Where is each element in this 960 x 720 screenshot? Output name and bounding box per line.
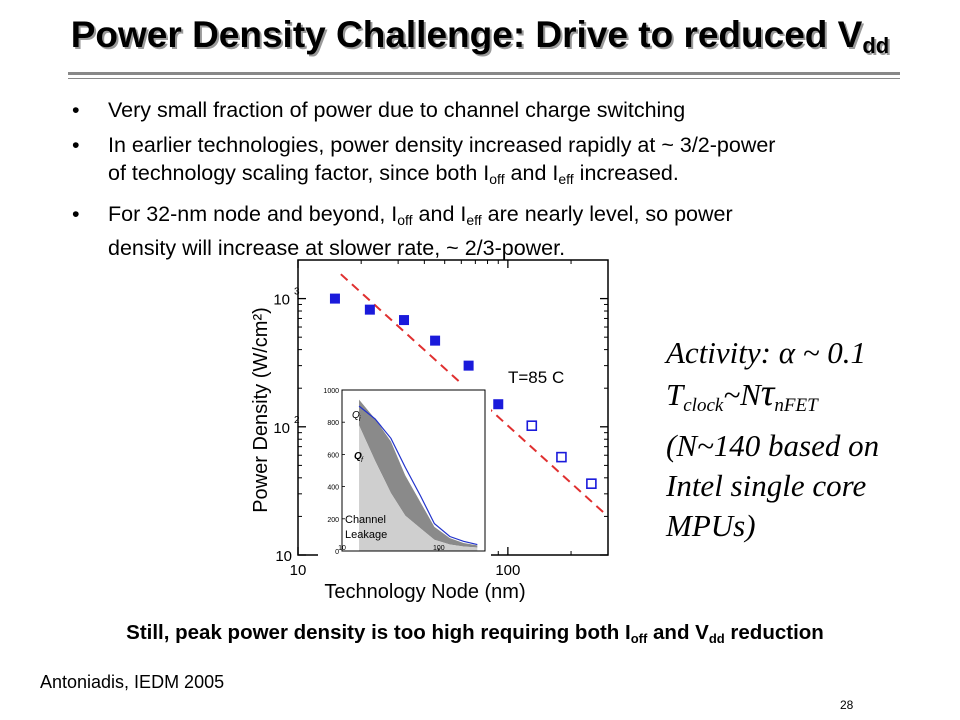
page-number: 28 [840,698,854,712]
y-axis-label: Power Density (W/cm²) [250,307,272,513]
temperature-label: T=85 C [508,368,564,387]
channel-leakage-label: Leakage [345,529,387,541]
bullet-item: • In earlier technologies, power density … [72,133,776,187]
activity-annotation: Activity: α ~ 0.1 Tclock~NτnFET (N~140 b… [666,333,956,546]
inset-y-tick-label: 800 [327,420,339,427]
x-tick-label: 100 [495,562,520,579]
activity-line: Intel single core [666,468,867,503]
inset-y-tick-label: 600 [327,452,339,459]
qi-label: Q [352,410,360,421]
bullet-item: • For 32-nm node and beyond, Ioff and Ief… [72,202,733,260]
qf-label-sub: f [361,457,364,464]
y-tick-label: 10 [273,292,290,309]
qi-label-sub: i [359,416,361,423]
title-rule-thin [68,78,900,79]
activity-line: (N~140 based on [666,428,880,463]
leakage-region [359,425,478,551]
activity-line: MPUs) [666,508,756,543]
inset-y-tick-label: 1000 [323,388,339,395]
x-axis-label: Technology Node (nm) [324,581,525,603]
tclock-line: Tclock~NτnFET [666,372,818,416]
channel-leakage-label: Channel [345,514,386,526]
total-charge-curve [358,405,478,546]
activity-line: Activity: α ~ 0.1 [666,335,867,370]
data-point [430,335,441,346]
title-rule [68,72,900,75]
y-tick-exponent: 2 [294,415,300,426]
data-point-open [526,420,538,431]
bullet-item: • Very small fraction of power due to cha… [72,98,686,122]
slide-title: Power Density Challenge: Drive to reduce… [70,14,890,58]
data-point [329,293,340,304]
inset-y-tick-label: 0 [335,549,339,556]
bullet-list: • Very small fraction of power due to cha… [72,96,872,269]
data-point [399,315,410,326]
data-point-open [556,451,567,463]
inset-x-tick-label: 100 [433,545,445,552]
inset-frame [341,389,486,552]
y-tick-label: 10 [273,420,290,437]
qf-region [359,399,478,548]
data-point [493,399,504,410]
y-tick-exponent: 3 [294,287,300,298]
data-point-open [586,478,597,489]
qf-label: Q [354,451,362,462]
inset-y-tick-label: 400 [327,485,339,492]
x-tick-label: 10 [290,562,307,579]
inset-y-tick-label: 200 [327,517,339,524]
data-point [364,304,375,315]
citation: Antoniadis, IEDM 2005 [40,672,225,692]
data-point [463,360,474,371]
inset-x-tick-label: 10 [338,545,346,552]
conclusion-text: Still, peak power density is too high re… [126,621,824,646]
y-tick-label: 10 [275,548,292,565]
